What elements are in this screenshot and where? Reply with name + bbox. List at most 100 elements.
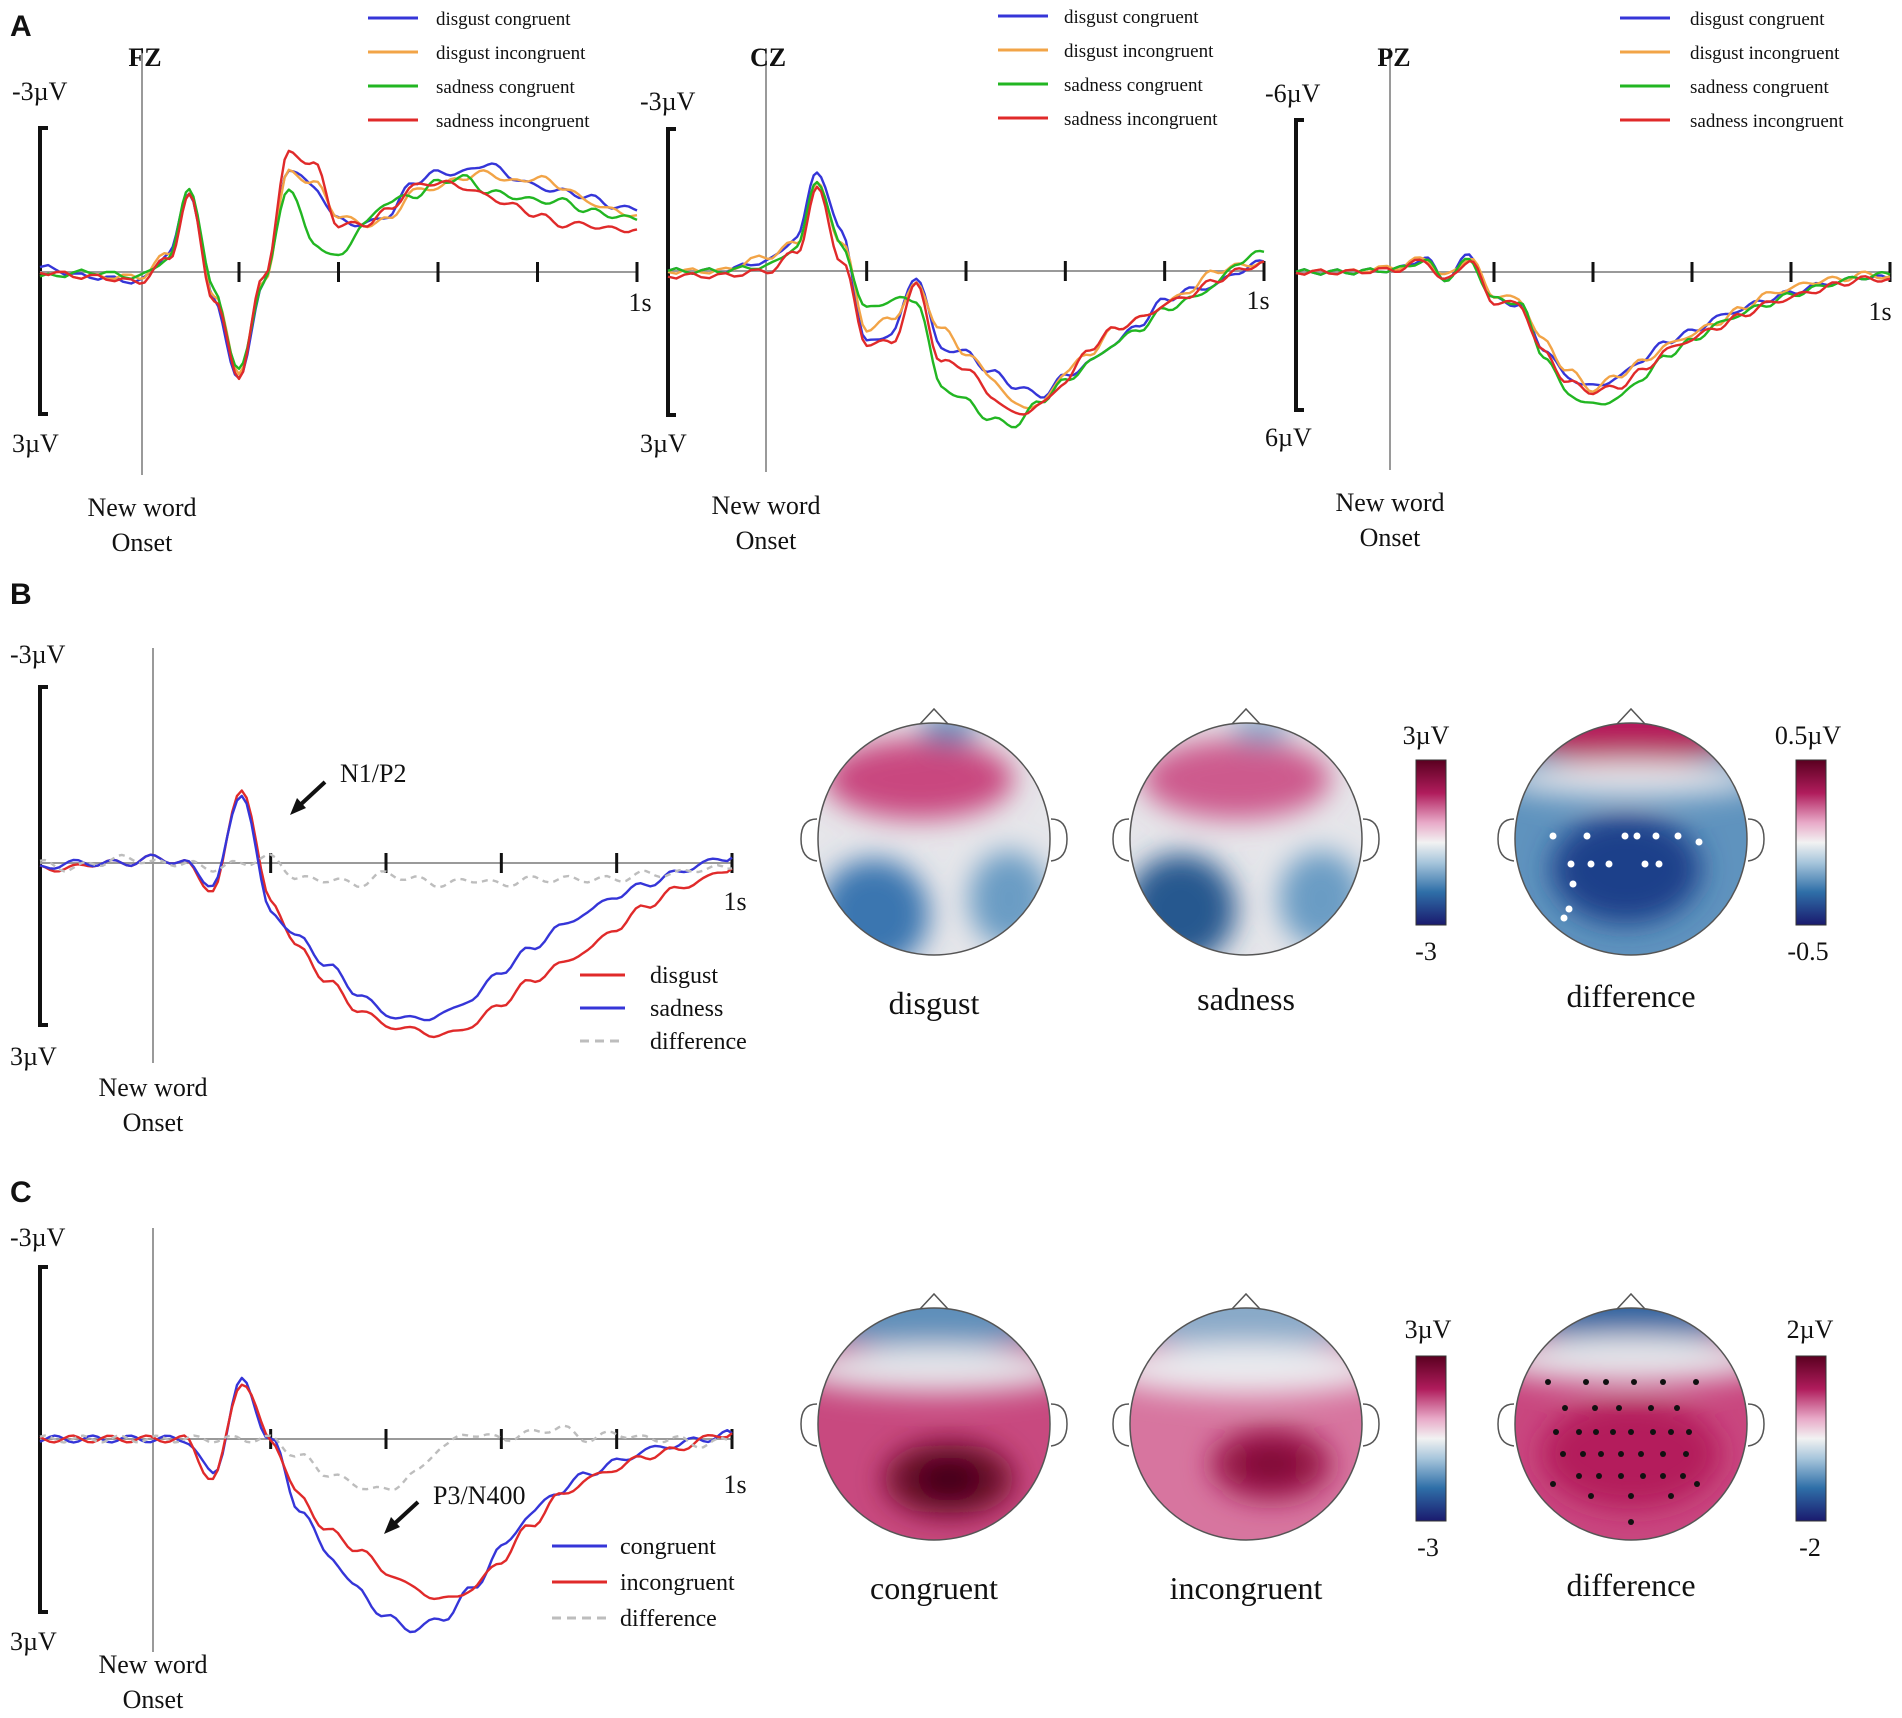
x-end-label: 1s [723,887,746,916]
nose-icon [1231,1292,1261,1310]
topomap-fill [1515,1308,1747,1540]
left-ear-icon [1497,1403,1515,1447]
legend-label: sadness [650,996,723,1022]
topomap-label: difference [1566,1567,1695,1603]
colorbar-b-difference: 0.5µV -0.5 [1775,721,1841,966]
series-line-difference [39,853,733,889]
colorbar-c-difference: 2µV -2 [1787,1315,1834,1562]
series-line-sadness-congruent [667,180,1265,429]
left-ear-icon [800,1403,818,1447]
colorbar-top-label: 3µV [1405,1315,1452,1344]
right-ear-icon [1747,1403,1765,1447]
y-bottom-label: 3µV [10,1627,57,1656]
electrode-markers [1549,832,1703,922]
right-ear-icon [1050,818,1068,862]
series-line-sadness-congruent [1295,257,1891,406]
onset-label-line2: Onset [112,528,173,557]
legend-label: incongruent [620,1570,735,1596]
legend: disgust congruent disgust incongruent sa… [368,9,590,132]
y-bottom-label: 6µV [1265,423,1312,452]
colorbar-b-main: 3µV -3 [1403,721,1450,966]
legend-label: disgust congruent [1690,9,1825,30]
series-line-sadness-incongruent [39,149,638,381]
legend: disgust congruent disgust incongruent sa… [1620,9,1844,132]
topomap-disgust: disgust [800,707,1068,1021]
legend-label: disgust incongruent [1064,41,1214,62]
colorbar-top-label: 0.5µV [1775,721,1841,750]
colorbar-top-label: 2µV [1787,1315,1834,1344]
erp-plot-emotion: -3µV 3µV New word Onset 1s N1/P2 disgust… [10,640,747,1137]
topomap-label: congruent [870,1570,998,1606]
legend-label: difference [620,1606,717,1632]
series-line-sadness-incongruent [667,185,1265,416]
nose-icon [1231,707,1261,725]
left-ear-icon [800,818,818,862]
colorbar-gradient [1795,759,1827,926]
topomap-fill [1130,723,1362,955]
legend-label: disgust [650,963,718,989]
colorbar-bottom-label: -2 [1799,1533,1821,1562]
legend-label: disgust incongruent [1690,43,1840,64]
electrode-title: FZ [128,43,161,72]
colorbar-gradient [1415,759,1447,926]
x-end-label: 1s [628,288,651,317]
topomap-fill [818,1308,1050,1540]
topomap-difference-emotion: difference [1497,707,1765,1014]
right-ear-icon [1050,1403,1068,1447]
legend-label: difference [650,1029,747,1055]
colorbar-top-label: 3µV [1403,721,1450,750]
legend-label: congruent [620,1534,716,1560]
y-scale-bar [38,685,48,1027]
legend-label: sadness congruent [436,77,575,98]
onset-label-line2: Onset [123,1108,184,1137]
panel-label-a: A [10,10,32,43]
x-end-label: 1s [1246,286,1269,315]
legend-label: sadness incongruent [1064,109,1218,130]
legend-label: disgust congruent [436,9,571,30]
legend: disgust congruent disgust incongruent sa… [998,7,1218,130]
y-top-label: -3µV [10,1223,66,1252]
topomap-congruent: congruent [800,1292,1068,1606]
series-line-disgust [39,789,733,1039]
left-ear-icon [1112,1403,1130,1447]
legend-label: disgust congruent [1064,7,1199,28]
colorbar-bottom-label: -3 [1415,937,1437,966]
x-end-label: 1s [1868,297,1891,326]
annotation-p3n400: P3/N400 [433,1481,525,1510]
y-top-label: -3µV [12,77,68,106]
y-scale-bar [1294,118,1304,412]
series-line-sadness-incongruent [1295,258,1891,396]
onset-label-line2: Onset [736,526,797,555]
topomap-label: difference [1566,978,1695,1014]
annotation-arrowhead [384,1517,400,1534]
topomap-label: sadness [1197,981,1295,1017]
onset-label-line1: New word [98,1650,207,1679]
left-ear-icon [1497,818,1515,862]
legend-label: sadness incongruent [1690,111,1844,132]
annotation-arrow [390,1500,420,1528]
topomap-fill [1515,723,1747,955]
topomap-label: disgust [889,985,980,1021]
annotation-arrow [296,780,327,809]
series-line-incongruent [39,1383,733,1601]
colorbar-gradient [1415,1355,1447,1522]
legend: congruent incongruent difference [552,1534,735,1632]
electrode-title: CZ [750,43,786,72]
y-top-label: -3µV [640,87,696,116]
nose-icon [1616,707,1646,725]
y-bottom-label: 3µV [12,429,59,458]
topomap-fill [1130,1308,1362,1540]
right-ear-icon [1747,818,1765,862]
nose-icon [919,707,949,725]
erp-plot-cz: CZ -3µV 3µV New word Onset 1s disgust co… [640,7,1270,555]
erp-plot-fz: FZ -3µV 3µV New word Onset 1s disgust co… [12,9,652,557]
topomap-sadness: sadness [1112,707,1380,1017]
erp-plot-pz: PZ -6µV 6µV New word Onset 1s disgust co… [1265,9,1892,552]
series-line-congruent [39,1376,733,1634]
onset-label-line1: New word [98,1073,207,1102]
legend: disgust sadness difference [580,963,747,1055]
onset-label-line1: New word [711,491,820,520]
legend-label: disgust incongruent [436,43,586,64]
legend-label: sadness congruent [1064,75,1203,96]
